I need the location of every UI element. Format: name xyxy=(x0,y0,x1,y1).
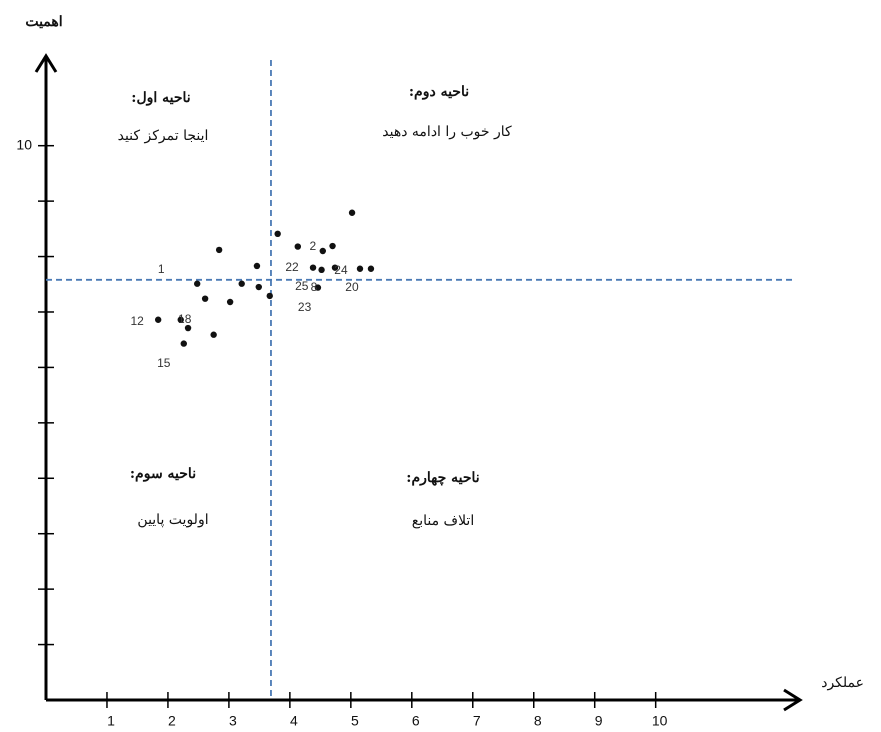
point-label: 15 xyxy=(157,356,171,370)
x-axis-label: عملکرد xyxy=(821,675,864,691)
x-tick-label: 8 xyxy=(534,713,542,729)
point-label: 23 xyxy=(298,300,312,314)
point xyxy=(215,246,223,254)
point-label: 8 xyxy=(311,280,318,294)
point xyxy=(314,284,322,291)
point-label: 24 xyxy=(334,263,348,277)
point xyxy=(238,280,245,287)
x-tick-label: 2 xyxy=(168,713,176,729)
y-tick-label: 10 xyxy=(16,136,32,152)
x-tick-label: 5 xyxy=(351,713,359,729)
x-tick-label: 7 xyxy=(473,713,481,729)
quadrant-title: ناحیه اول: xyxy=(131,90,190,106)
point xyxy=(184,324,192,332)
y-axis-arrow xyxy=(34,53,58,73)
quadrant-text: کار خوب را ادامه دهید xyxy=(382,124,512,140)
point xyxy=(253,262,261,270)
point xyxy=(367,265,375,272)
point xyxy=(319,247,326,255)
point-label: 18 xyxy=(178,312,192,326)
point xyxy=(294,243,301,250)
point xyxy=(266,292,273,300)
point-label: 25 xyxy=(295,279,309,293)
x-tick-label: 6 xyxy=(412,713,420,729)
point xyxy=(329,242,336,250)
x-tick-label: 1 xyxy=(107,713,115,729)
point-label: 12 xyxy=(131,314,145,328)
x-tick-label: 3 xyxy=(229,713,237,729)
x-tick-label: 10 xyxy=(652,713,668,729)
point xyxy=(154,316,162,323)
point-label: 22 xyxy=(285,260,299,274)
point xyxy=(210,331,217,338)
quadrant-text: اتلاف منابع xyxy=(412,513,474,529)
x-tick-label: 4 xyxy=(290,713,298,729)
point xyxy=(201,295,209,302)
point xyxy=(356,265,364,272)
point xyxy=(348,209,356,216)
point-label: 1 xyxy=(158,262,165,276)
quadrant-text: اولویت پایین xyxy=(137,512,208,528)
quadrant-title: ناحیه دوم: xyxy=(409,84,469,100)
point-label: 2 xyxy=(309,239,316,253)
point xyxy=(226,298,234,306)
x-axis-arrow xyxy=(783,688,803,712)
point xyxy=(177,316,184,323)
quadrant-title: ناحیه چهارم: xyxy=(406,470,479,486)
quadrant-text: اینجا تمرکز کنید xyxy=(118,128,209,144)
point xyxy=(318,266,325,274)
point xyxy=(331,264,339,271)
point xyxy=(194,280,201,287)
point xyxy=(274,230,281,238)
point xyxy=(309,264,317,271)
x-tick-label: 9 xyxy=(595,713,603,729)
y-axis-label: اهمیت xyxy=(25,14,62,30)
quadrant-title: ناحیه سوم: xyxy=(130,466,196,482)
point xyxy=(255,283,262,291)
point xyxy=(180,340,187,347)
point-label: 20 xyxy=(345,280,359,294)
